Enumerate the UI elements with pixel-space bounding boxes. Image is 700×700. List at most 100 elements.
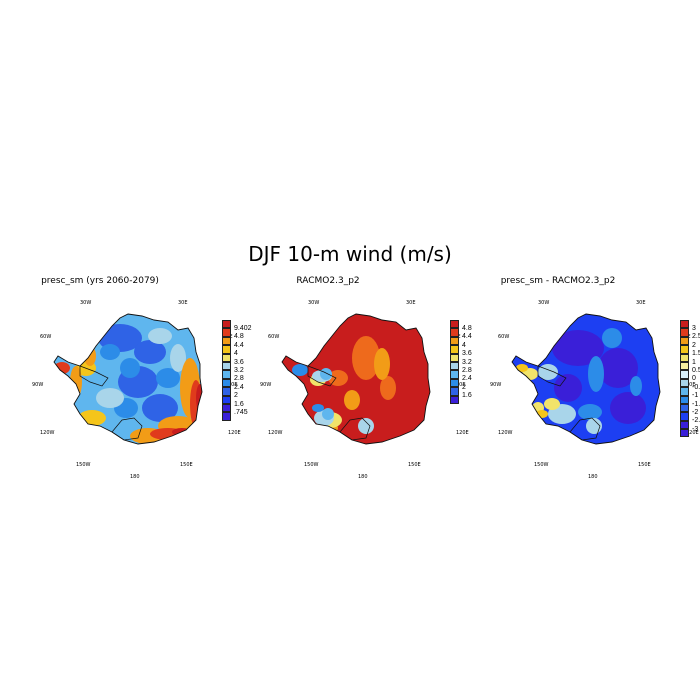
colorbar-cell xyxy=(680,336,689,346)
colorbar-tick-label: -0.5 xyxy=(692,383,700,391)
colorbar-tick-label: -1 xyxy=(692,392,699,400)
colorbar-cell xyxy=(680,378,689,388)
colorbar-cell xyxy=(680,429,689,438)
colorbar xyxy=(680,320,689,438)
panel-title: presc_sm (yrs 2060-2079) xyxy=(41,276,159,286)
colorbar-tick-label: 2.5 xyxy=(692,333,700,341)
map-panel-future: presc_sm (yrs 2060-2079)30W30E60W60E90W9… xyxy=(30,270,255,480)
colorbar-tick-label: 0.5 xyxy=(692,366,700,374)
colorbar-tick-label: -2.5 xyxy=(692,417,700,425)
figure-title: DJF 10-m wind (m/s) xyxy=(248,242,452,266)
colorbar-tick-label: 3.2 xyxy=(234,366,244,374)
colorbar-tick-label: 4 xyxy=(462,341,466,349)
colorbar-cell xyxy=(680,412,689,421)
colorbar-tick-label: 2.8 xyxy=(462,366,472,374)
colorbar-cell xyxy=(680,387,689,396)
colorbar-tick-label: 0 xyxy=(692,375,696,383)
colorbar-cell xyxy=(680,353,689,362)
colorbar-cell xyxy=(222,412,231,421)
lon-label-e90: 90E xyxy=(686,382,696,388)
colorbar-cell xyxy=(680,395,689,404)
colorbar-cell xyxy=(222,336,231,346)
colorbar-cell xyxy=(450,345,459,354)
colorbar-tick-label: 1.6 xyxy=(234,400,244,408)
colorbar-cell xyxy=(450,328,459,337)
colorbar-cell xyxy=(450,353,459,362)
colorbar-cell xyxy=(222,345,231,354)
colorbar-tick-label: 2 xyxy=(692,341,696,349)
colorbar-cell xyxy=(222,387,231,396)
lon-label-w150: 150W xyxy=(76,462,91,468)
colorbar-tick-label: 4.4 xyxy=(462,333,472,341)
lon-label-w30: 30W xyxy=(80,300,92,306)
lon-label-w60: 60W xyxy=(498,334,510,340)
colorbar-tick-label: 2.8 xyxy=(234,375,244,383)
colorbar-cell xyxy=(450,370,459,379)
colorbar-tick-label: 2.4 xyxy=(234,383,244,391)
lon-label-w60: 60W xyxy=(40,334,52,340)
colorbar-tick-label: 9.402 xyxy=(234,324,252,332)
colorbar-cell xyxy=(450,395,459,404)
colorbar-cell xyxy=(680,328,689,337)
lon-label-w150: 150W xyxy=(304,462,319,468)
colorbar-tick-label: 1 xyxy=(692,358,696,366)
colorbar-tick-label: -3 xyxy=(692,425,699,433)
colorbar-tick-label: 4.8 xyxy=(234,333,244,341)
map-panel-difference: presc_sm - RACMO2.3_p230W30E60W60E90W90E… xyxy=(488,270,700,480)
panel-title: RACMO2.3_p2 xyxy=(296,276,360,286)
colorbar-cell xyxy=(222,320,231,329)
colorbar-tick-label: -2 xyxy=(692,408,699,416)
colorbar-tick-label: 4.8 xyxy=(462,324,472,332)
colorbar-tick-label: 3.6 xyxy=(234,358,244,366)
lon-label-w30: 30W xyxy=(308,300,320,306)
colorbar-cell xyxy=(222,353,231,362)
colorbar-cell xyxy=(450,378,459,388)
colorbar-cell xyxy=(222,395,231,404)
lon-label-w90: 90W xyxy=(32,382,44,388)
lon-label-e150: 150E xyxy=(180,462,193,468)
lon-label-e30: 30E xyxy=(178,300,188,306)
colorbar-cell xyxy=(450,361,459,371)
colorbar-cell xyxy=(680,370,689,379)
colorbar-tick-label: 4.4 xyxy=(234,341,244,349)
lon-label-e30: 30E xyxy=(636,300,646,306)
lon-label-e30: 30E xyxy=(406,300,416,306)
colorbar-tick-label: 2.4 xyxy=(462,375,472,383)
lon-label-w120: 120W xyxy=(498,430,513,436)
colorbar-tick-label: 2 xyxy=(462,383,466,391)
antarctica-map xyxy=(281,313,431,445)
lon-label-e120: 120E xyxy=(686,430,699,436)
lon-label-w90: 90W xyxy=(490,382,502,388)
panel-title: presc_sm - RACMO2.3_p2 xyxy=(500,276,616,286)
antarctica-map xyxy=(53,313,203,445)
colorbar-tick-label: 3.2 xyxy=(462,358,472,366)
antarctica-map xyxy=(511,313,661,445)
lon-label-w30: 30W xyxy=(538,300,550,306)
colorbar-tick-label: 3 xyxy=(692,324,696,332)
colorbar-cell xyxy=(680,361,689,371)
lon-label-e120: 120E xyxy=(228,430,241,436)
colorbar-cell xyxy=(450,336,459,346)
lon-label-w60: 60W xyxy=(268,334,280,340)
colorbar-tick-label: 3.6 xyxy=(462,350,472,358)
map-panel-racmo: RACMO2.3_p230W30E60W60E90W90E120W120E150… xyxy=(258,270,483,480)
colorbar-cell xyxy=(222,370,231,379)
colorbar-tick-label: 2 xyxy=(234,392,238,400)
colorbar-cell xyxy=(450,387,459,396)
colorbar-tick-label: 1.6 xyxy=(462,392,472,400)
lon-label-s180: 180 xyxy=(588,474,598,480)
colorbar-cell xyxy=(680,345,689,354)
lon-label-s180: 180 xyxy=(130,474,140,480)
colorbar-cell xyxy=(680,420,689,430)
colorbar-cell xyxy=(222,328,231,337)
colorbar-tick-label: 4 xyxy=(234,350,238,358)
lon-label-w90: 90W xyxy=(260,382,272,388)
colorbar-cell xyxy=(222,378,231,388)
lon-label-s180: 180 xyxy=(358,474,368,480)
colorbar-cell xyxy=(680,320,689,329)
colorbar-tick-label: -1.5 xyxy=(692,400,700,408)
colorbar-cell xyxy=(222,403,231,413)
colorbar-cell xyxy=(222,361,231,371)
colorbar-tick-label: .745 xyxy=(234,408,248,416)
colorbar xyxy=(450,320,459,404)
